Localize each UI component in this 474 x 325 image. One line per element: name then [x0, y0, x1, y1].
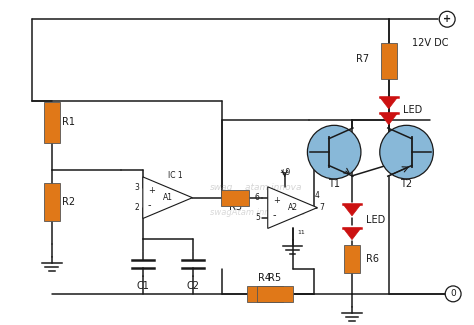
Polygon shape [268, 187, 317, 228]
Text: A2: A2 [288, 203, 298, 212]
Text: 3: 3 [134, 183, 139, 192]
Text: R4: R4 [258, 273, 271, 283]
Text: R7: R7 [356, 54, 369, 64]
Text: IC 1: IC 1 [168, 171, 183, 180]
Text: atam innova: atam innova [245, 183, 301, 192]
Text: 11: 11 [298, 230, 305, 235]
Bar [221, 190, 249, 206]
Text: A1: A1 [163, 193, 173, 202]
Text: 7: 7 [319, 203, 324, 212]
Text: R6: R6 [366, 254, 379, 264]
Text: +9: +9 [279, 168, 290, 177]
Text: LED: LED [402, 105, 422, 115]
Text: C1: C1 [137, 281, 149, 291]
Text: 6: 6 [255, 193, 260, 202]
Text: +: + [443, 14, 451, 24]
Bar [381, 43, 397, 79]
Text: -: - [148, 200, 151, 210]
Bar [344, 245, 360, 273]
Polygon shape [343, 204, 361, 216]
Text: 4: 4 [314, 191, 319, 200]
Polygon shape [143, 177, 192, 218]
Circle shape [439, 11, 455, 27]
Text: +: + [148, 186, 155, 195]
Circle shape [380, 125, 433, 179]
Circle shape [445, 286, 461, 302]
Text: R2: R2 [62, 197, 74, 207]
Text: swagAtam innovations: swagAtam innovations [210, 208, 305, 216]
Bar [247, 286, 283, 302]
Circle shape [308, 125, 361, 179]
Text: R1: R1 [62, 117, 74, 127]
Text: C2: C2 [187, 281, 200, 291]
Bar [44, 101, 60, 143]
Polygon shape [380, 113, 398, 124]
Text: 0: 0 [450, 289, 456, 298]
Text: swag: swag [210, 183, 234, 192]
Text: 2: 2 [134, 203, 139, 212]
Polygon shape [343, 228, 361, 240]
Bar [257, 286, 292, 302]
Bar [44, 183, 60, 220]
Text: T2: T2 [401, 179, 412, 189]
Text: R5: R5 [268, 273, 281, 283]
Text: -: - [273, 210, 276, 220]
Text: 5: 5 [255, 213, 260, 222]
Text: 12V DC: 12V DC [412, 38, 449, 48]
Text: LED: LED [366, 214, 385, 225]
Text: +: + [273, 196, 280, 205]
Text: T1: T1 [328, 179, 340, 189]
Polygon shape [380, 97, 398, 109]
Text: R3: R3 [228, 202, 242, 212]
